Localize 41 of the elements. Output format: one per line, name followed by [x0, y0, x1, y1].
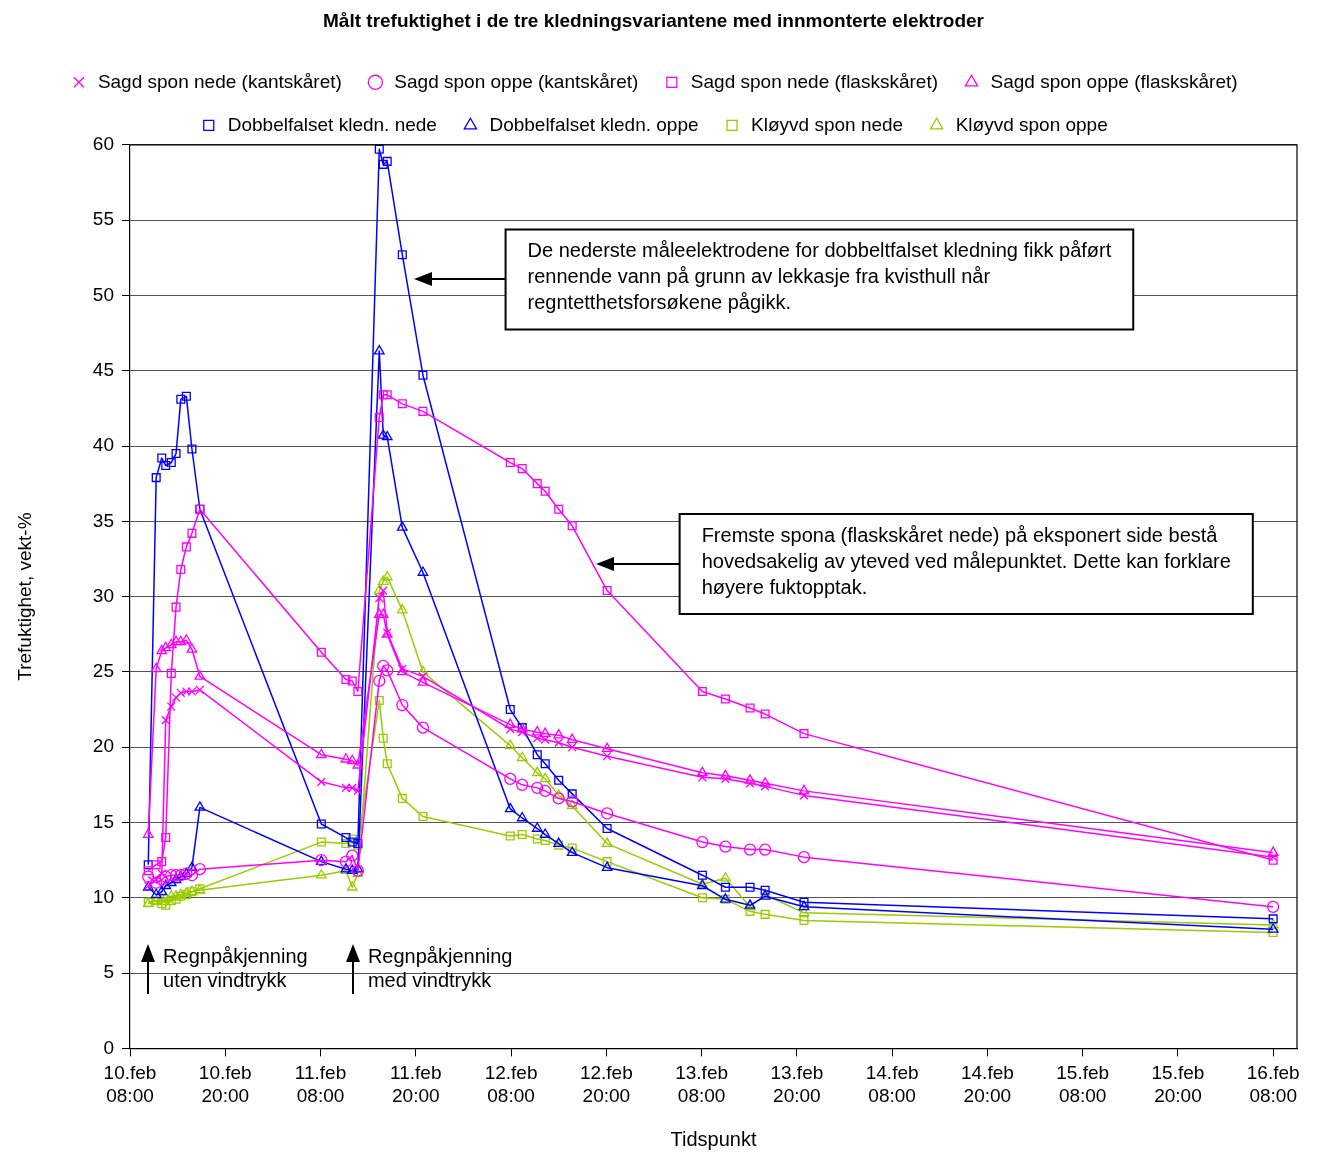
- x-tick-label: 15.feb 08:00: [1056, 1062, 1110, 1106]
- x-tick-label: 11.feb 08:00: [294, 1062, 347, 1106]
- y-tick-label: 60: [92, 133, 114, 155]
- y-tick-label: 55: [92, 208, 114, 230]
- x-tick-label: 12.feb 20:00: [579, 1062, 633, 1106]
- x-axis-title: Tidspunkt: [670, 1127, 757, 1150]
- y-tick-label: 10: [92, 886, 114, 908]
- legend-label: Sagd spon nede (kantskåret): [97, 70, 342, 92]
- y-tick-label: 30: [92, 584, 114, 606]
- legend-label: Sagd spon oppe (flaskskåret): [990, 70, 1238, 92]
- y-tick-label: 35: [92, 509, 114, 531]
- legend-label: Dobbelfalset kledn. nede: [227, 113, 437, 135]
- y-tick-label: 50: [92, 283, 114, 305]
- y-tick-label: 45: [92, 358, 114, 380]
- legend-label: Kløyvd spon oppe: [955, 113, 1108, 135]
- y-tick-label: 25: [92, 660, 114, 682]
- x-tick-label: 16.feb 08:00: [1246, 1062, 1300, 1106]
- legend-label: Sagd spon oppe (kantskåret): [394, 70, 639, 92]
- x-tick-label: 14.feb 20:00: [960, 1062, 1014, 1106]
- x-tick-label: 13.feb 20:00: [770, 1062, 824, 1106]
- x-tick-label: 10.feb 20:00: [198, 1062, 252, 1106]
- y-tick-label: 40: [92, 434, 114, 456]
- legend-label: Dobbelfalset kledn. oppe: [489, 113, 699, 135]
- y-tick-label: 5: [103, 961, 114, 983]
- y-tick-label: 20: [92, 735, 114, 757]
- annotation: Regnpåkjenning med vindtrykk: [367, 945, 513, 992]
- y-tick-label: 15: [92, 810, 114, 832]
- x-tick-label: 14.feb 08:00: [865, 1062, 919, 1106]
- x-tick-label: 11.feb 20:00: [390, 1062, 442, 1106]
- y-tick-label: 0: [103, 1036, 114, 1058]
- chart-title: Målt trefuktighet i de tre kledningsvariantene med innmonterte elektroder: [323, 9, 985, 31]
- x-tick-label: 12.feb 08:00: [484, 1062, 538, 1106]
- x-tick-label: 13.feb 08:00: [675, 1062, 729, 1106]
- annotation: De nederste måleelektrodene for dobbeltfalset kledning fikk påført rennende vann på grunn av lekkasje fra kvisthull når regntetthetsforsøkene pågikk.: [527, 238, 1112, 313]
- legend-label: Sagd spon nede (flaskskåret): [690, 70, 938, 92]
- annotation: Fremste spona (flaskskåret nede) på eksponert side bestå hovedsakelig av yteved ved målepunktet. Dette kan forklare høyere fuktopptak.: [701, 523, 1231, 598]
- x-tick-label: 15.feb 20:00: [1151, 1062, 1205, 1106]
- x-tick-label: 10.feb 08:00: [103, 1062, 157, 1106]
- legend-label: Kløyvd spon nede: [751, 113, 904, 135]
- annotation: Regnpåkjenning uten vindtrykk: [163, 945, 308, 992]
- y-axis-title: Trefuktighet, vekt-%: [13, 512, 35, 681]
